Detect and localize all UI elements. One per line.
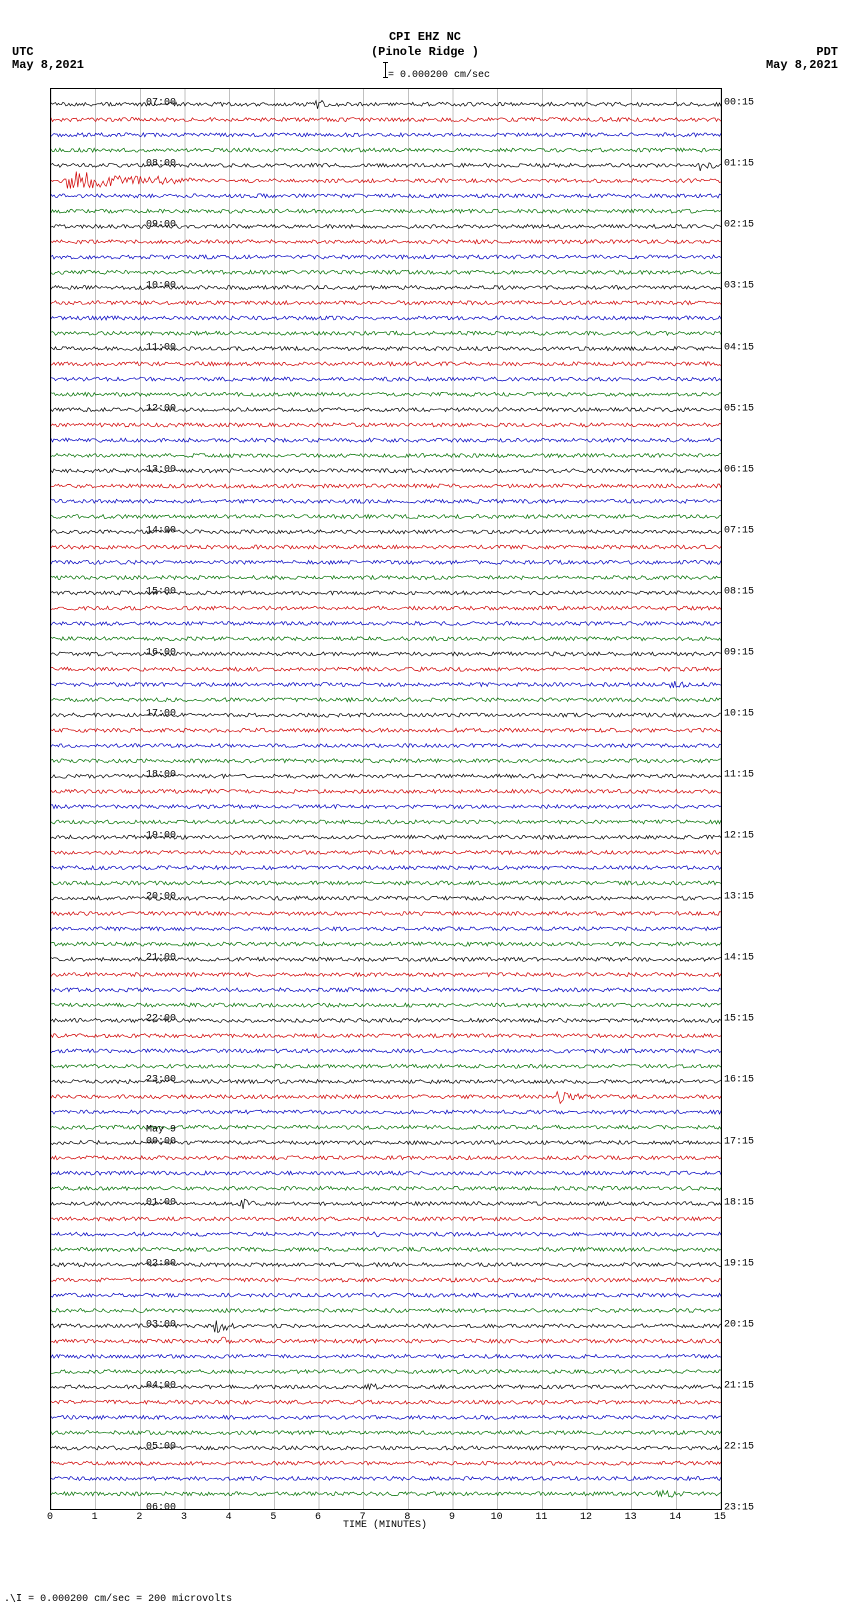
pdt-hour-label: 16:15	[724, 1075, 754, 1086]
seismogram-container: CPI EHZ NC (Pinole Ridge ) = 0.000200 cm…	[0, 0, 850, 1613]
utc-hour-label: 04:00	[146, 1380, 176, 1391]
pdt-hour-label: 23:15	[724, 1503, 754, 1514]
utc-hour-label: 16:00	[146, 647, 176, 658]
utc-hour-label: 09:00	[146, 220, 176, 231]
xaxis-label: TIME (MINUTES)	[50, 1520, 720, 1531]
xtick-label: 15	[714, 1512, 726, 1523]
xtick-label: 9	[449, 1512, 455, 1523]
pdt-hour-label: 05:15	[724, 403, 754, 414]
xtick-label: 5	[270, 1512, 276, 1523]
pdt-hour-label: 13:15	[724, 892, 754, 903]
utc-hour-label: 05:00	[146, 1441, 176, 1452]
utc-hour-label: 19:00	[146, 831, 176, 842]
utc-hour-label: 10:00	[146, 281, 176, 292]
xtick-label: 0	[47, 1512, 53, 1523]
utc-hour-label: 20:00	[146, 892, 176, 903]
pdt-hour-label: 04:15	[724, 342, 754, 353]
pdt-hour-label: 00:15	[724, 98, 754, 109]
seismogram-svg	[51, 89, 721, 1509]
utc-hour-label: 18:00	[146, 770, 176, 781]
utc-hour-label: 02:00	[146, 1258, 176, 1269]
pdt-hour-label: 08:15	[724, 586, 754, 597]
utc-hour-label: 08:00	[146, 159, 176, 170]
pdt-hour-label: 12:15	[724, 831, 754, 842]
left-date: May 8,2021	[12, 58, 84, 72]
xtick-label: 8	[404, 1512, 410, 1523]
pdt-hour-label: 21:15	[724, 1380, 754, 1391]
xtick-label: 4	[226, 1512, 232, 1523]
xtick-label: 10	[491, 1512, 503, 1523]
pdt-hour-label: 19:15	[724, 1258, 754, 1269]
scale-text: = 0.000200 cm/sec	[0, 70, 850, 81]
pdt-hour-label: 15:15	[724, 1014, 754, 1025]
utc-hour-label: 07:00	[146, 98, 176, 109]
pdt-hour-label: 11:15	[724, 770, 754, 781]
pdt-hour-label: 06:15	[724, 464, 754, 475]
utc-hour-label: 06:00	[146, 1503, 176, 1514]
utc-hour-label: 15:00	[146, 586, 176, 597]
pdt-hour-label: 22:15	[724, 1441, 754, 1452]
xtick-label: 7	[360, 1512, 366, 1523]
pdt-hour-label: 03:15	[724, 281, 754, 292]
utc-hour-label: 21:00	[146, 953, 176, 964]
right-timezone: PDT	[816, 45, 838, 59]
right-date: May 8,2021	[766, 58, 838, 72]
pdt-hour-label: 01:15	[724, 159, 754, 170]
pdt-hour-label: 14:15	[724, 953, 754, 964]
utc-hour-label: 17:00	[146, 709, 176, 720]
xtick-label: 3	[181, 1512, 187, 1523]
utc-hour-label: 22:00	[146, 1014, 176, 1025]
seismogram-plot	[50, 88, 722, 1510]
pdt-hour-label: 20:15	[724, 1319, 754, 1330]
utc-hour-label: 13:00	[146, 464, 176, 475]
xtick-label: 13	[625, 1512, 637, 1523]
pdt-hour-label: 17:15	[724, 1136, 754, 1147]
xtick-label: 6	[315, 1512, 321, 1523]
utc-day-change: May 9	[146, 1124, 176, 1135]
left-timezone: UTC	[12, 45, 34, 59]
utc-hour-label: 01:00	[146, 1197, 176, 1208]
utc-hour-label: 14:00	[146, 525, 176, 536]
pdt-hour-label: 10:15	[724, 709, 754, 720]
utc-hour-label: 12:00	[146, 403, 176, 414]
xtick-label: 12	[580, 1512, 592, 1523]
footer-text: .\I = 0.000200 cm/sec = 200 microvolts	[4, 1593, 232, 1605]
utc-hour-label: 23:00	[146, 1075, 176, 1086]
utc-hour-label: 11:00	[146, 342, 176, 353]
xtick-label: 2	[136, 1512, 142, 1523]
xtick-label: 14	[669, 1512, 681, 1523]
pdt-hour-label: 18:15	[724, 1197, 754, 1208]
xtick-label: 11	[535, 1512, 547, 1523]
xtick-label: 1	[92, 1512, 98, 1523]
pdt-hour-label: 09:15	[724, 647, 754, 658]
pdt-hour-label: 07:15	[724, 525, 754, 536]
utc-hour-label: 00:00	[146, 1136, 176, 1147]
title-line1: CPI EHZ NC	[0, 30, 850, 44]
pdt-hour-label: 02:15	[724, 220, 754, 231]
title-line2: (Pinole Ridge )	[0, 45, 850, 59]
utc-hour-label: 03:00	[146, 1319, 176, 1330]
